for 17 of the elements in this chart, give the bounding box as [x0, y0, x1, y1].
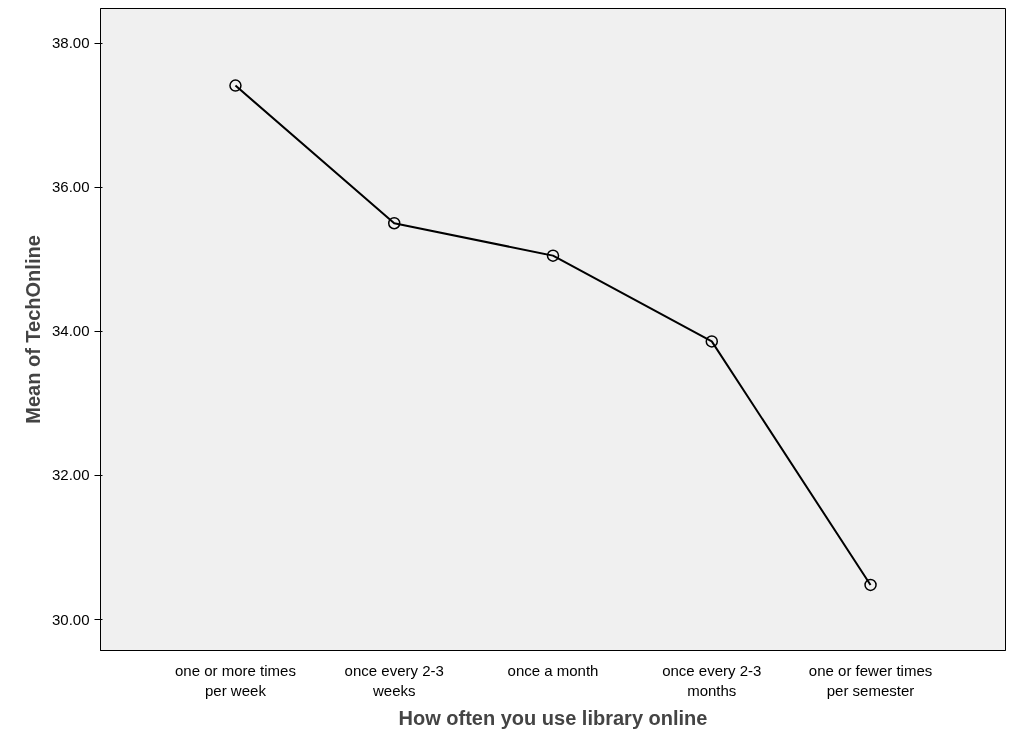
point: [705, 335, 719, 348]
y-axis-title: Mean of TechOnline: [21, 235, 44, 424]
x-tick-label: once every 2-3 months: [662, 661, 762, 699]
point: [387, 216, 401, 230]
x-tick-label: once a month: [507, 661, 599, 679]
y-tick-label: 32.00: [51, 466, 90, 484]
point: [546, 249, 560, 262]
x-axis-title: How often you use library online: [398, 706, 708, 729]
x-tick-label: one or fewer times per semester: [808, 661, 933, 699]
y-tick-label: 30.00: [51, 610, 90, 628]
y-tick-label: 34.00: [51, 322, 90, 340]
y-tick-label: 36.00: [51, 178, 90, 196]
x-tick-label: one or more times per week: [175, 661, 296, 699]
point: [864, 578, 877, 592]
point: [229, 79, 242, 92]
x-tick-label: once every 2-3 weeks: [344, 661, 444, 699]
y-tick-label: 38.00: [51, 34, 90, 52]
